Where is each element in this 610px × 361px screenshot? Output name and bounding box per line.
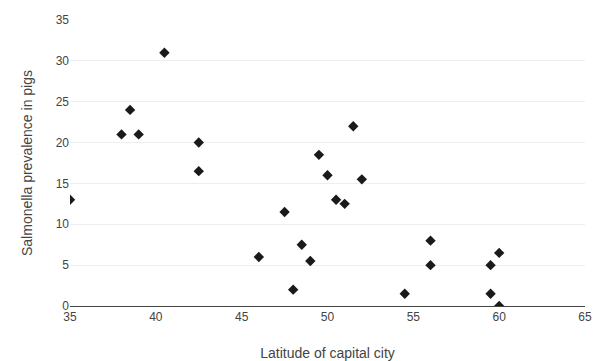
- svg-text:0: 0: [62, 299, 69, 313]
- svg-text:35: 35: [63, 310, 77, 324]
- svg-text:Latitude of capital city: Latitude of capital city: [260, 345, 395, 361]
- svg-text:60: 60: [492, 310, 506, 324]
- svg-text:30: 30: [56, 54, 70, 68]
- svg-text:5: 5: [62, 258, 69, 272]
- svg-text:10: 10: [56, 217, 70, 231]
- svg-text:40: 40: [149, 310, 163, 324]
- svg-text:35: 35: [56, 13, 70, 27]
- svg-text:50: 50: [321, 310, 335, 324]
- svg-text:15: 15: [56, 177, 70, 191]
- svg-text:45: 45: [235, 310, 249, 324]
- svg-text:55: 55: [407, 310, 421, 324]
- svg-text:Salmonella prevalence in pigs: Salmonella prevalence in pigs: [19, 70, 35, 256]
- svg-text:65: 65: [578, 310, 592, 324]
- svg-text:25: 25: [56, 95, 70, 109]
- svg-text:20: 20: [56, 136, 70, 150]
